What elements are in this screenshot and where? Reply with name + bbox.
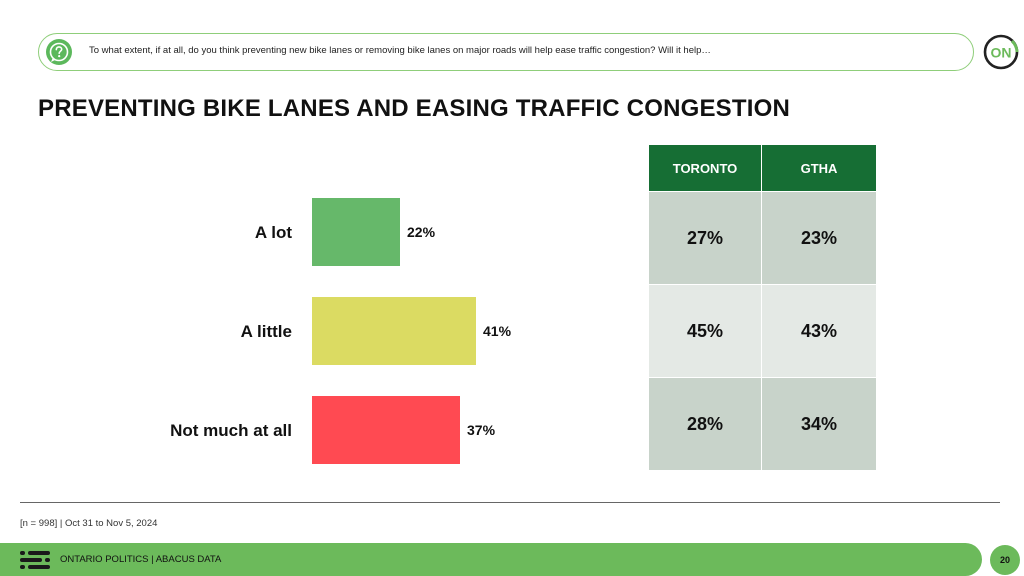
table-header-gtha: GTHA [762,145,876,191]
bar-a-lot [312,198,400,266]
region-table: TORONTO GTHA 27% 23% 45% 43% 28% 34% [649,145,876,470]
value-label-a-lot: 22% [407,224,436,240]
bar-chart: A lot 22% A little 41% Not much at all 37% [170,198,512,464]
table-cell-gtha-a-lot: 23% [762,192,876,284]
footer-text: ONTARIO POLITICS | ABACUS DATA [60,554,222,565]
question-text: To what extent, if at all, do you think … [89,45,711,56]
table-header-row: TORONTO GTHA [649,145,876,191]
bar-not-much-at-all [312,396,460,464]
table-cell-gtha-not-much: 34% [762,378,876,470]
on-logo: ON [982,33,1020,71]
category-label-not-much-at-all: Not much at all [170,421,292,440]
value-label-a-little: 41% [483,323,512,339]
bar-a-little [312,297,476,365]
table-cell-toronto-a-little: 45% [649,285,762,377]
page-title: PREVENTING BIKE LANES AND EASING TRAFFIC… [38,95,791,122]
table-header-toronto: TORONTO [649,145,762,191]
page-number: 20 [990,545,1020,575]
category-label-a-lot: A lot [255,223,292,242]
footer-bar: ONTARIO POLITICS | ABACUS DATA [0,543,982,576]
category-label-a-little: A little [241,322,292,341]
table-row: 28% 34% [649,377,876,470]
question-banner: To what extent, if at all, do you think … [38,33,974,71]
table-row: 27% 23% [649,191,876,284]
question-icon [46,39,72,65]
on-logo-text: ON [991,45,1012,61]
sample-footnote: [n = 998] | Oct 31 to Nov 5, 2024 [20,518,158,529]
abacus-logo-icon [20,550,50,570]
footer-divider [20,502,1000,503]
table-cell-gtha-a-little: 43% [762,285,876,377]
table-row: 45% 43% [649,284,876,377]
value-label-not-much-at-all: 37% [467,422,496,438]
table-cell-toronto-not-much: 28% [649,378,762,470]
table-cell-toronto-a-lot: 27% [649,192,762,284]
